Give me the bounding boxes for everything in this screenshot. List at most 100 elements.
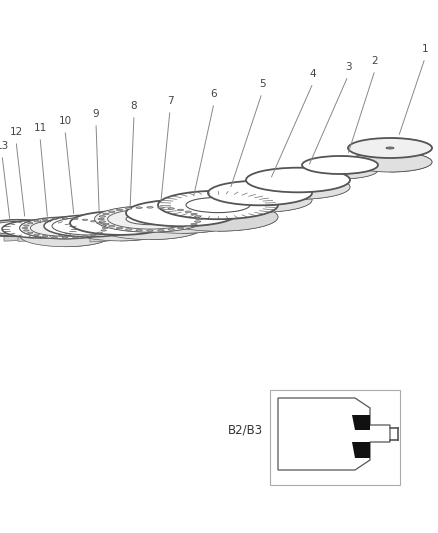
Ellipse shape — [302, 161, 378, 179]
Ellipse shape — [168, 229, 174, 230]
Ellipse shape — [47, 224, 83, 232]
Ellipse shape — [91, 221, 96, 222]
Ellipse shape — [22, 228, 28, 229]
Ellipse shape — [62, 237, 68, 238]
Text: 11: 11 — [33, 123, 46, 133]
Ellipse shape — [20, 225, 110, 247]
Polygon shape — [352, 442, 370, 458]
Ellipse shape — [208, 188, 312, 212]
Ellipse shape — [70, 211, 170, 235]
Ellipse shape — [70, 217, 170, 241]
Polygon shape — [65, 217, 110, 247]
Ellipse shape — [73, 218, 78, 220]
Ellipse shape — [28, 232, 33, 233]
Ellipse shape — [91, 234, 96, 236]
Ellipse shape — [103, 213, 109, 215]
Polygon shape — [218, 191, 278, 231]
Ellipse shape — [108, 209, 192, 229]
Ellipse shape — [380, 146, 400, 150]
Text: 3: 3 — [345, 62, 351, 72]
Ellipse shape — [0, 223, 28, 235]
Ellipse shape — [208, 181, 312, 205]
Ellipse shape — [52, 237, 57, 238]
Ellipse shape — [99, 221, 106, 222]
Ellipse shape — [117, 209, 123, 211]
Ellipse shape — [30, 227, 50, 231]
Ellipse shape — [24, 225, 29, 226]
Text: 6: 6 — [211, 89, 217, 99]
Text: 5: 5 — [259, 79, 265, 89]
Ellipse shape — [147, 230, 153, 231]
Ellipse shape — [126, 229, 132, 230]
Ellipse shape — [368, 143, 412, 153]
Ellipse shape — [158, 207, 164, 208]
Ellipse shape — [126, 200, 238, 227]
Polygon shape — [340, 156, 378, 179]
Ellipse shape — [386, 147, 394, 149]
Ellipse shape — [98, 218, 104, 220]
Ellipse shape — [214, 182, 306, 204]
Ellipse shape — [236, 187, 284, 199]
Ellipse shape — [126, 213, 174, 225]
Ellipse shape — [353, 139, 427, 157]
Ellipse shape — [348, 138, 432, 158]
Bar — [270, 390, 400, 485]
Ellipse shape — [0, 221, 46, 235]
Polygon shape — [298, 168, 350, 199]
Ellipse shape — [102, 228, 108, 229]
Polygon shape — [150, 206, 203, 240]
Polygon shape — [390, 138, 432, 172]
Ellipse shape — [191, 213, 197, 215]
Ellipse shape — [302, 156, 378, 174]
Ellipse shape — [20, 217, 110, 239]
Polygon shape — [120, 211, 170, 241]
Polygon shape — [4, 222, 34, 241]
Text: 10: 10 — [58, 116, 71, 126]
Ellipse shape — [30, 220, 100, 236]
Text: 4: 4 — [310, 69, 316, 79]
Text: 9: 9 — [93, 109, 99, 119]
Ellipse shape — [97, 223, 102, 224]
Text: B2/B3: B2/B3 — [228, 424, 263, 437]
Ellipse shape — [196, 218, 202, 220]
Ellipse shape — [20, 217, 110, 239]
Polygon shape — [352, 415, 370, 430]
Ellipse shape — [62, 218, 68, 219]
Ellipse shape — [99, 216, 106, 217]
Ellipse shape — [158, 191, 278, 219]
Ellipse shape — [177, 228, 184, 229]
Ellipse shape — [52, 217, 128, 235]
Ellipse shape — [252, 169, 344, 191]
Ellipse shape — [0, 222, 34, 236]
Ellipse shape — [147, 207, 153, 208]
Ellipse shape — [362, 141, 418, 155]
Ellipse shape — [126, 207, 238, 233]
Ellipse shape — [97, 206, 203, 232]
Ellipse shape — [82, 219, 88, 221]
Ellipse shape — [0, 220, 53, 236]
Ellipse shape — [117, 228, 123, 229]
Ellipse shape — [185, 211, 191, 213]
Ellipse shape — [126, 208, 132, 209]
Ellipse shape — [2, 220, 78, 238]
Ellipse shape — [76, 213, 164, 233]
Ellipse shape — [194, 221, 201, 222]
Ellipse shape — [132, 201, 232, 225]
Ellipse shape — [194, 216, 201, 217]
Ellipse shape — [348, 152, 432, 172]
Ellipse shape — [42, 236, 48, 237]
Ellipse shape — [177, 209, 184, 211]
Ellipse shape — [52, 218, 57, 220]
Ellipse shape — [109, 211, 115, 213]
Ellipse shape — [385, 147, 395, 149]
Ellipse shape — [28, 223, 33, 224]
Ellipse shape — [101, 225, 106, 226]
Polygon shape — [18, 220, 53, 241]
Ellipse shape — [109, 225, 115, 227]
Ellipse shape — [24, 230, 29, 231]
Polygon shape — [260, 181, 312, 212]
Ellipse shape — [158, 230, 164, 231]
Polygon shape — [182, 200, 238, 233]
Ellipse shape — [98, 218, 142, 228]
Ellipse shape — [136, 207, 142, 208]
